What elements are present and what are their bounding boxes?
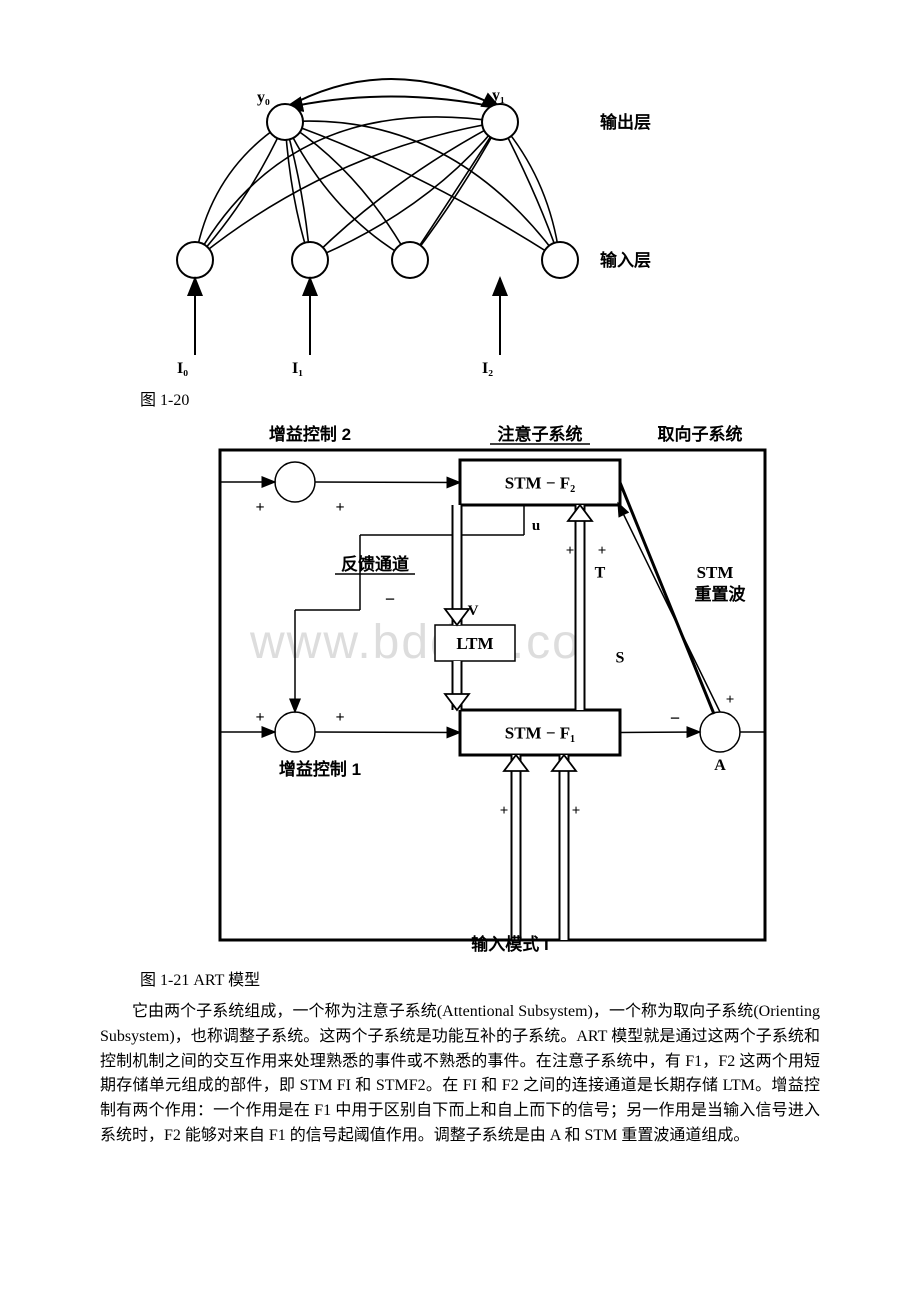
- svg-text:+: +: [255, 499, 264, 516]
- svg-text:y₁: y₁: [492, 87, 505, 104]
- svg-text:I₁: I₁: [292, 360, 303, 377]
- svg-text:T: T: [595, 565, 606, 582]
- svg-text:输出层: 输出层: [600, 112, 651, 132]
- svg-text:S: S: [616, 650, 625, 667]
- svg-text:STM: STM: [697, 563, 734, 582]
- figure-1-21-art-model: 增益控制 2 注意子系统 取向子系统 STM − F₂ STM − F₁ LTM + + + + 反…: [160, 420, 780, 960]
- svg-text:I₂: I₂: [482, 360, 493, 377]
- svg-text:A: A: [714, 757, 726, 774]
- svg-text:+: +: [598, 543, 607, 559]
- svg-text:注意子系统: 注意子系统: [498, 424, 583, 444]
- svg-text:+: +: [566, 543, 575, 559]
- svg-text:+: +: [726, 692, 735, 708]
- svg-text:y₀: y₀: [257, 89, 270, 106]
- figure-1-21-caption: 图 1-21 ART 模型: [140, 966, 820, 990]
- svg-text:取向子系统: 取向子系统: [658, 424, 743, 444]
- svg-text:−: −: [385, 589, 395, 609]
- document-page: y₀y₁I₀I₁I₂输出层输入层 图 1-20 www.bddcx.co 增益控…: [0, 0, 920, 1209]
- svg-text:+: +: [500, 803, 509, 819]
- svg-text:增益控制 2: 增益控制 2: [269, 424, 351, 444]
- svg-text:输入层: 输入层: [600, 250, 651, 270]
- figure-1-20-caption: 图 1-20: [140, 386, 820, 410]
- svg-text:I₀: I₀: [177, 360, 188, 377]
- svg-text:输入模式 I: 输入模式 I: [471, 934, 548, 954]
- svg-text:+: +: [335, 499, 344, 516]
- body-paragraph: 它由两个子系统组成，一个称为注意子系统(Attentional Subsyste…: [100, 1000, 820, 1149]
- svg-text:反馈通道: 反馈通道: [341, 554, 409, 574]
- svg-text:重置波: 重置波: [695, 584, 747, 604]
- svg-text:u: u: [532, 518, 540, 534]
- svg-text:增益控制 1: 增益控制 1: [279, 759, 361, 779]
- figure-1-20-network: y₀ y₁ I₀ I₁ I₂ 输出层输入层: [130, 60, 660, 380]
- svg-text:STM − F₁: STM − F₁: [505, 724, 576, 743]
- svg-text:+: +: [335, 709, 344, 726]
- svg-text:STM − F₂: STM − F₂: [505, 474, 576, 493]
- svg-text:−: −: [670, 708, 680, 728]
- svg-text:LTM: LTM: [456, 634, 493, 653]
- svg-text:V: V: [468, 603, 479, 619]
- svg-text:+: +: [255, 709, 264, 726]
- svg-text:+: +: [572, 803, 581, 819]
